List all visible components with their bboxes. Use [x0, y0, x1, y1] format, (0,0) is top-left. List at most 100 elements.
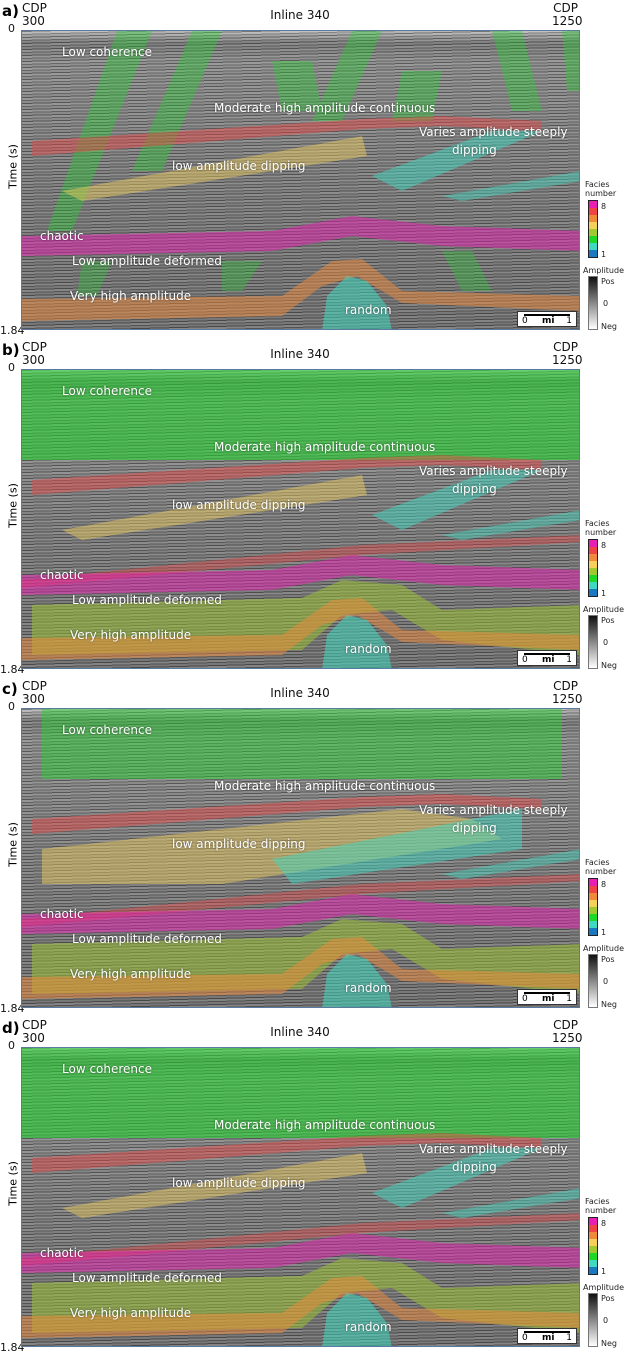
facies-label-moderate: Moderate high amplitude continuous — [214, 101, 436, 115]
low-amplitude-dipping-overlay — [62, 475, 367, 540]
low-amplitude-dipping-overlay — [42, 809, 502, 884]
scale-unit: mi — [542, 655, 555, 665]
cdp-end: 1250 — [552, 14, 583, 28]
moderate-amplitude-overlay — [32, 116, 542, 156]
facies-label-low-deformed: Low amplitude deformed — [72, 1271, 222, 1285]
amp-zero-label: 0 — [603, 977, 609, 986]
low-coherence-overlay — [22, 1048, 579, 1138]
scale-start: 0 — [522, 316, 528, 326]
panel-d: d) CDP 300 CDP 1250 Inline 340 0 1.84 Time (s) Lo… — [0, 1017, 624, 1356]
facies-label-low-coherence: Low coherence — [62, 1062, 153, 1076]
cdp-start-label: CDP 300 — [22, 680, 47, 706]
panel-label: c) — [2, 680, 18, 698]
chaotic-overlay — [22, 1233, 579, 1273]
facies-label-chaotic: chaotic — [40, 907, 84, 921]
varies-amplitude-overlay — [442, 510, 579, 540]
low-coherence-overlay — [392, 71, 442, 121]
cdp-start: 300 — [22, 1031, 45, 1045]
scale-unit: mi — [542, 316, 555, 326]
facies-label-random: random — [345, 642, 392, 656]
y-axis-label: Time (s) — [6, 144, 20, 189]
scale-line — [524, 653, 570, 655]
very-high-amplitude-overlay — [22, 259, 579, 321]
facies-label-varies-2: dipping — [452, 1160, 497, 1174]
amp-pos-label: Pos — [601, 277, 615, 286]
low-amplitude-dipping-overlay — [62, 136, 367, 201]
facies-max-label: 8 — [601, 541, 607, 550]
amplitude-colorbar — [588, 954, 598, 1008]
cdp-end: 1250 — [552, 353, 583, 367]
chaotic-overlay — [22, 216, 579, 256]
cdp-start-label: CDP 300 — [22, 341, 47, 367]
y-axis-label: Time (s) — [6, 1161, 20, 1206]
varies-amplitude-overlay — [442, 1188, 579, 1218]
scale-line — [524, 992, 570, 994]
seismic-section: Low coherence Moderate high amplitude con… — [21, 708, 580, 1008]
panel-label: a) — [2, 2, 19, 20]
low-coherence-overlay — [562, 31, 579, 91]
facies-label-very-high: Very high amplitude — [70, 1306, 192, 1320]
amp-pos-label: Pos — [601, 1294, 615, 1303]
cdp-end-label: CDP 1250 — [552, 1019, 583, 1045]
y-axis-label: Time (s) — [6, 483, 20, 528]
facies-label-low-deformed: Low amplitude deformed — [72, 254, 222, 268]
amp-zero-label: 0 — [603, 299, 609, 308]
low-coherence-overlay — [312, 31, 382, 121]
low-deformed-overlay — [222, 261, 262, 291]
cdp-start-label: CDP 300 — [22, 1019, 47, 1045]
facies-label-low-dipping: low amplitude dipping — [172, 1176, 306, 1190]
amp-neg-label: Neg — [601, 661, 617, 670]
moderate-amplitude-overlay — [22, 1213, 579, 1266]
scale-start: 0 — [522, 655, 528, 665]
scale-bar: 0 mi 1 — [517, 1328, 577, 1344]
facies-colorbar — [588, 878, 598, 936]
facies-legend-title: Facies number — [585, 519, 617, 537]
low-coherence-overlay — [132, 31, 222, 171]
y-bottom-tick: 1.84 — [0, 1341, 25, 1354]
scale-start: 0 — [522, 1333, 528, 1343]
facies-label-very-high: Very high amplitude — [70, 628, 192, 642]
scale-end: 1 — [566, 316, 572, 326]
chaotic-overlay — [22, 894, 579, 934]
facies-min-label: 1 — [601, 250, 607, 259]
facies-label-low-coherence: Low coherence — [62, 723, 153, 737]
amp-neg-label: Neg — [601, 1000, 617, 1009]
random-overlay — [322, 1293, 392, 1346]
facies-label-low-dipping: low amplitude dipping — [172, 837, 306, 851]
scale-bar: 0 mi 1 — [517, 311, 577, 327]
facies-max-label: 8 — [601, 880, 607, 889]
facies-colorbar — [588, 539, 598, 597]
facies-label-varies-2: dipping — [452, 821, 497, 835]
facies-label-random: random — [345, 981, 392, 995]
amp-pos-label: Pos — [601, 616, 615, 625]
low-coherence-overlay — [272, 61, 322, 111]
facies-label-moderate: Moderate high amplitude continuous — [214, 779, 436, 793]
facies-label-random: random — [345, 303, 392, 317]
facies-label-random: random — [345, 1320, 392, 1334]
facies-label-low-coherence: Low coherence — [62, 45, 153, 59]
facies-label-very-high: Very high amplitude — [70, 289, 192, 303]
very-high-amplitude-overlay — [22, 598, 579, 660]
low-coherence-overlay — [42, 709, 562, 779]
y-bottom-tick: 1.84 — [0, 1002, 25, 1015]
varies-amplitude-overlay — [442, 849, 579, 879]
amp-zero-label: 0 — [603, 638, 609, 647]
cdp-start: 300 — [22, 353, 45, 367]
y-axis-label: Time (s) — [6, 822, 20, 867]
amplitude-colorbar — [588, 615, 598, 669]
random-overlay — [322, 954, 392, 1007]
scale-start: 0 — [522, 994, 528, 1004]
facies-label-varies-1: Varies amplitude steeply — [419, 125, 568, 139]
facies-label-low-coherence: Low coherence — [62, 384, 153, 398]
amp-pos-label: Pos — [601, 955, 615, 964]
panel-label: b) — [2, 341, 20, 359]
inline-title: Inline 340 — [270, 8, 330, 22]
varies-amplitude-overlay — [372, 470, 542, 530]
varies-amplitude-overlay — [272, 809, 522, 884]
facies-colorbar — [588, 1217, 598, 1275]
scale-end: 1 — [566, 655, 572, 665]
amp-zero-label: 0 — [603, 1316, 609, 1325]
cdp-start: 300 — [22, 14, 45, 28]
inline-title: Inline 340 — [270, 686, 330, 700]
y-top-tick: 0 — [8, 361, 15, 374]
